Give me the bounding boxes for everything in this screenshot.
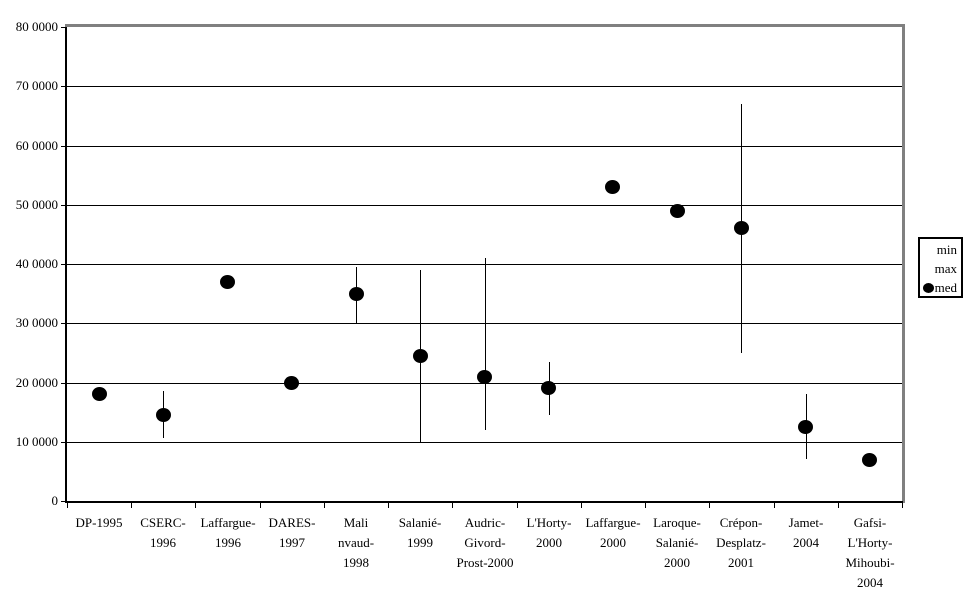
gridline <box>67 205 902 206</box>
y-axis-tick-label: 60 0000 <box>15 138 58 153</box>
x-axis-category-label: DARES- 1997 <box>268 515 316 550</box>
med-point <box>92 387 107 401</box>
y-axis-tick <box>61 264 67 265</box>
y-axis-tick-label: 70 0000 <box>15 78 58 93</box>
x-axis-tick <box>581 503 582 508</box>
x-axis-tick <box>67 503 68 508</box>
x-axis-category-label: Mali nvaud- 1998 <box>337 515 375 570</box>
x-axis-category-label: Crépon- Desplatz- 2001 <box>716 515 766 570</box>
x-axis-tick <box>195 503 196 508</box>
x-axis-category-label: DP-1995 <box>75 515 123 530</box>
x-axis-tick <box>260 503 261 508</box>
y-axis-tick <box>61 27 67 28</box>
legend-entry-max: max <box>920 259 957 278</box>
x-axis-tick <box>131 503 132 508</box>
med-point <box>734 221 749 235</box>
legend-entry-med: med <box>920 278 957 297</box>
x-axis-category-label: L'Horty- 2000 <box>526 515 572 550</box>
x-axis-category-label: Laffargue- 1996 <box>200 515 256 550</box>
y-axis-tick <box>61 323 67 324</box>
gridline <box>67 442 902 443</box>
x-axis-tick <box>645 503 646 508</box>
y-axis-tick-label: 30 0000 <box>15 315 58 330</box>
legend: min max med <box>918 237 963 298</box>
gridline <box>67 323 902 324</box>
x-axis-tick <box>774 503 775 508</box>
med-marker-icon <box>922 282 934 293</box>
y-axis-tick <box>61 205 67 206</box>
x-axis-tick <box>709 503 710 508</box>
y-axis-tick <box>61 383 67 384</box>
x-axis-category-label: Gafsi- L'Horty- Mihoubi- 2004 <box>845 515 895 590</box>
med-point <box>413 349 428 363</box>
plot-border-right <box>902 24 905 503</box>
plot-border-top <box>65 24 905 27</box>
med-point <box>349 287 364 301</box>
x-axis-tick <box>838 503 839 508</box>
y-axis-tick-label: 80 0000 <box>15 19 58 34</box>
med-point <box>862 453 877 467</box>
y-axis-tick-label: 40 0000 <box>15 256 58 271</box>
legend-label: min <box>936 242 957 257</box>
legend-label: max <box>934 261 957 276</box>
med-point <box>541 381 556 395</box>
gridline <box>67 146 902 147</box>
y-axis-tick <box>61 501 67 502</box>
med-point <box>477 370 492 384</box>
y-axis-tick <box>61 442 67 443</box>
y-axis-tick <box>61 146 67 147</box>
x-axis-category-label: Laroque- Salanié- 2000 <box>653 515 701 570</box>
y-axis-tick-label: 20 0000 <box>15 375 58 390</box>
legend-label: med <box>934 280 957 295</box>
min-max-range-line <box>485 258 486 430</box>
legend-entry-min: min <box>920 240 957 259</box>
y-axis-tick <box>61 86 67 87</box>
med-point <box>156 408 171 422</box>
med-point <box>798 420 813 434</box>
x-axis-tick <box>902 503 903 508</box>
x-axis-line <box>65 501 903 503</box>
med-point <box>605 180 620 194</box>
x-axis-category-label: Salanié- 1999 <box>398 515 442 550</box>
x-axis-category-label: Jamet- 2004 <box>788 515 824 550</box>
x-axis-tick <box>517 503 518 508</box>
x-axis-tick <box>324 503 325 508</box>
x-axis-category-label: Audric- Givord- Prost-2000 <box>456 515 514 570</box>
y-axis-tick-label: 10 0000 <box>15 434 58 449</box>
y-axis-tick-label: 0 <box>51 493 59 508</box>
x-axis-category-label: Laffargue- 2000 <box>585 515 641 550</box>
x-axis-tick <box>388 503 389 508</box>
x-axis-tick <box>452 503 453 508</box>
med-point <box>670 204 685 218</box>
gridline <box>67 86 902 87</box>
y-axis-tick-label: 50 0000 <box>15 197 58 212</box>
x-axis-category-label: CSERC- 1996 <box>140 515 186 550</box>
med-point <box>220 275 235 289</box>
med-point <box>284 376 299 390</box>
gridline <box>67 264 902 265</box>
